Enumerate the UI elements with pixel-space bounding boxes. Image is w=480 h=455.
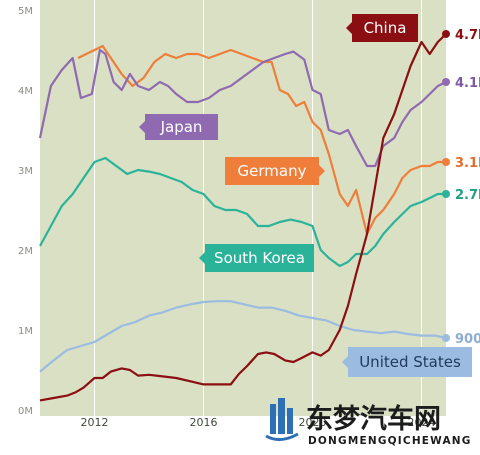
- series-label-south-korea: South Korea: [199, 244, 314, 272]
- series-label-pointer: [199, 252, 205, 264]
- building-logo-icon: [265, 398, 299, 441]
- x-tick-label: 2016: [189, 416, 217, 429]
- series-label-pointer: [139, 121, 145, 133]
- series-label-text: Japan: [160, 118, 203, 136]
- watermark-latin-text: DONGMENGQICHEWANG: [308, 435, 472, 447]
- series-end-value-label: 2.7M: [455, 188, 480, 203]
- y-tick-label: 5M: [18, 6, 33, 17]
- series-end-point: [442, 158, 450, 166]
- series-end-value-label: 4.1M: [455, 76, 480, 91]
- series-end-value-label: 4.7M: [455, 28, 480, 43]
- series-label-box: [205, 244, 314, 272]
- series-label-japan: Japan: [139, 114, 218, 140]
- series-end-point: [442, 30, 450, 38]
- series-label-pointer: [319, 165, 325, 177]
- watermark-logo: 东梦汽车网 DONGMENGQICHEWANG: [262, 396, 480, 451]
- series-line-south-korea: [39, 156, 446, 268]
- series-end-point: [442, 334, 450, 342]
- series-line-germany: [77, 44, 446, 236]
- series-label-text: South Korea: [214, 249, 305, 267]
- y-tick-label: 1M: [18, 326, 33, 337]
- series-label-pointer: [346, 22, 352, 34]
- series-label-box: [145, 114, 218, 140]
- y-tick-label: 3M: [18, 166, 33, 177]
- series-label-box: [352, 14, 418, 42]
- x-tick-label: 2012: [80, 416, 108, 429]
- series-label-china: China: [346, 14, 418, 42]
- series-end-value-label: 900K: [455, 332, 480, 347]
- watermark-chinese-text: 东梦汽车网: [306, 403, 441, 435]
- series-label-box: [348, 347, 472, 377]
- y-tick-label: 4M: [18, 86, 33, 97]
- series-end-value-label: 3.1M: [455, 156, 480, 171]
- series-end-point: [442, 190, 450, 198]
- series-end-point: [442, 78, 450, 86]
- plot-background: [40, 0, 446, 416]
- x-tick-label: 2020: [298, 416, 326, 429]
- series-label-text: Germany: [238, 162, 307, 180]
- y-tick-label: 2M: [18, 246, 33, 257]
- series-line-china: [39, 33, 447, 402]
- series-line-united-states: [39, 300, 447, 373]
- series-label-united-states: United States: [342, 347, 472, 377]
- series-label-text: China: [364, 19, 407, 37]
- series-label-box: [225, 157, 319, 185]
- x-tick-label: 2024: [407, 416, 435, 429]
- series-label-text: United States: [359, 353, 461, 371]
- series-label-germany: Germany: [225, 157, 325, 185]
- y-tick-label: 0M: [18, 406, 33, 417]
- series-label-pointer: [342, 356, 348, 368]
